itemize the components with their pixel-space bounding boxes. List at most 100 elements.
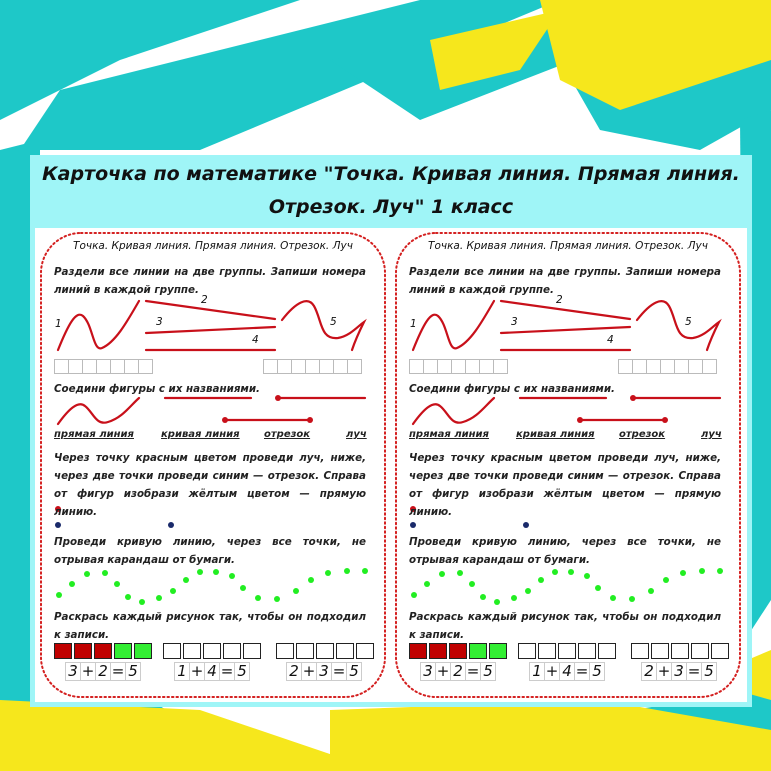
red-point	[410, 506, 416, 512]
task-5-text: Раскрась каждый рисунок так, чтобы он по…	[409, 611, 721, 641]
color-square[interactable]	[243, 643, 261, 659]
green-point	[56, 592, 62, 598]
color-square[interactable]	[276, 643, 294, 659]
color-square[interactable]	[631, 643, 649, 659]
ray-start-dot	[275, 395, 281, 401]
equation-cell: 2	[287, 663, 302, 680]
color-square[interactable]	[578, 643, 596, 659]
line-3	[499, 325, 632, 335]
color-square[interactable]	[409, 643, 427, 659]
curve-line-5	[635, 300, 722, 352]
segment-end-dot	[222, 417, 228, 423]
color-square[interactable]	[711, 643, 729, 659]
equation-cell: 3	[672, 663, 687, 680]
green-point	[568, 569, 574, 575]
equation-cell: +	[657, 662, 672, 680]
equation-cell: +	[81, 662, 96, 680]
line-number-1: 1	[410, 318, 417, 330]
color-group-3[interactable]	[276, 643, 374, 659]
green-point	[170, 588, 176, 594]
color-square[interactable]	[449, 643, 467, 659]
green-point	[584, 573, 590, 579]
color-square[interactable]	[691, 643, 709, 659]
name-curve-line: кривая линия	[516, 429, 595, 440]
color-square[interactable]	[489, 643, 507, 659]
task-3-text: Через точку красным цветом проведи луч, …	[54, 452, 366, 518]
color-square[interactable]	[518, 643, 536, 659]
ray-start-dot	[630, 395, 636, 401]
curve-figure	[411, 396, 496, 426]
color-square[interactable]	[203, 643, 221, 659]
green-point	[648, 588, 654, 594]
equation-cell: 1	[530, 663, 545, 680]
color-square[interactable]	[558, 643, 576, 659]
color-square[interactable]	[469, 643, 487, 659]
color-group-1[interactable]	[409, 643, 507, 659]
color-square[interactable]	[296, 643, 314, 659]
equation-cell: =	[575, 662, 590, 680]
color-group-1[interactable]	[54, 643, 152, 659]
red-point	[55, 506, 61, 512]
card-title: Точка. Кривая линия. Прямая линия. Отрез…	[428, 240, 708, 252]
page-header: Карточка по математике "Точка. Кривая ли…	[30, 158, 752, 224]
green-point	[595, 585, 601, 591]
curve-line-1	[411, 299, 496, 352]
line-number-1: 1	[55, 318, 62, 330]
name-segment: отрезок	[264, 429, 311, 440]
worksheet-card: Точка. Кривая линия. Прямая линия. Отрез…	[38, 230, 388, 700]
color-square[interactable]	[598, 643, 616, 659]
equation-cell: 2	[642, 663, 657, 680]
green-point	[699, 568, 705, 574]
green-point	[102, 570, 108, 576]
color-square[interactable]	[134, 643, 152, 659]
answer-cells-right[interactable]	[263, 359, 362, 374]
green-point	[494, 599, 500, 605]
curve-line-5	[280, 300, 367, 352]
green-point	[663, 577, 669, 583]
green-point	[69, 581, 75, 587]
task-2-text: Соедини фигуры с их названиями.	[54, 383, 260, 395]
color-square[interactable]	[114, 643, 132, 659]
line-number-5: 5	[685, 316, 692, 328]
equation-cell: =	[466, 662, 481, 680]
line-2	[144, 299, 277, 321]
color-square[interactable]	[336, 643, 354, 659]
name-straight-line: прямая линия	[54, 429, 134, 440]
name-curve-line: кривая линия	[161, 429, 240, 440]
color-group-3[interactable]	[631, 643, 729, 659]
equation-cell: +	[545, 662, 560, 680]
line-3	[144, 325, 277, 335]
equation-1: 3 +2 = 5	[420, 662, 496, 681]
color-square[interactable]	[671, 643, 689, 659]
blue-point	[410, 522, 416, 528]
green-point	[424, 581, 430, 587]
line-number-3: 3	[156, 316, 163, 328]
color-square[interactable]	[223, 643, 241, 659]
green-point	[469, 581, 475, 587]
color-square[interactable]	[538, 643, 556, 659]
green-point	[240, 585, 246, 591]
answer-cells-left[interactable]	[54, 359, 153, 374]
color-square[interactable]	[316, 643, 334, 659]
color-group-2[interactable]	[518, 643, 616, 659]
color-group-2[interactable]	[163, 643, 261, 659]
green-point	[525, 588, 531, 594]
color-square[interactable]	[183, 643, 201, 659]
answer-cells-right[interactable]	[618, 359, 717, 374]
segment-end-dot	[577, 417, 583, 423]
color-square[interactable]	[651, 643, 669, 659]
blue-point	[523, 522, 529, 528]
color-square[interactable]	[356, 643, 374, 659]
equation-cell: 3	[421, 663, 436, 680]
equation-2: 1 +4 = 5	[529, 662, 605, 681]
name-ray: луч	[346, 429, 367, 440]
green-point	[480, 594, 486, 600]
green-point	[255, 595, 261, 601]
color-square[interactable]	[54, 643, 72, 659]
color-square[interactable]	[94, 643, 112, 659]
task-1-text: Раздели все линии на две группы. Запиши …	[54, 266, 366, 296]
answer-cells-left[interactable]	[409, 359, 508, 374]
color-square[interactable]	[429, 643, 447, 659]
color-square[interactable]	[163, 643, 181, 659]
color-square[interactable]	[74, 643, 92, 659]
